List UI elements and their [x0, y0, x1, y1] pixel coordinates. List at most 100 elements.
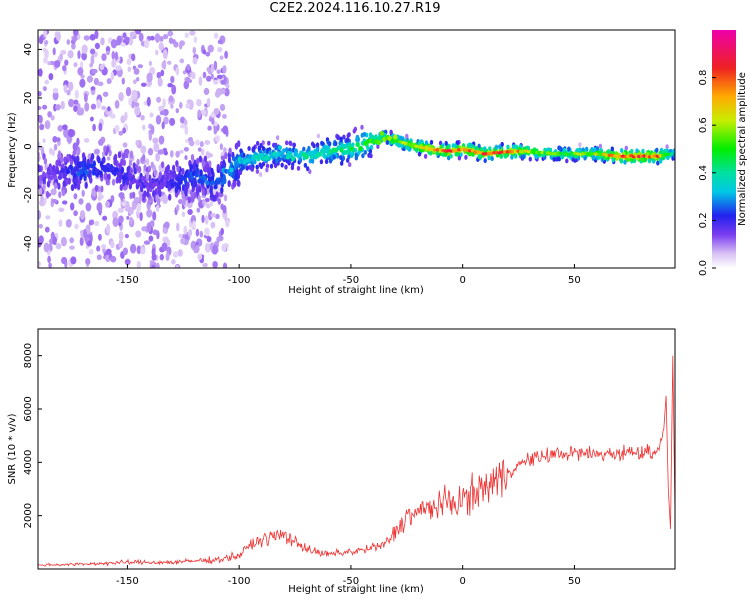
- noise-cell: [102, 91, 109, 97]
- noise-cell: [208, 210, 213, 221]
- ridge-cell: [176, 165, 180, 173]
- ridge-cell: [201, 159, 205, 167]
- ridge-cell: [227, 180, 231, 188]
- noise-cell: [195, 244, 200, 254]
- ridge-core-cell: [393, 134, 398, 140]
- ridge-cell: [610, 146, 614, 152]
- ridge-cell: [42, 183, 46, 191]
- noise-cell: [210, 221, 216, 229]
- noise-cell: [206, 236, 212, 243]
- noise-cell: [142, 124, 146, 131]
- ridge-cell: [360, 132, 364, 138]
- ridge-cell: [606, 149, 611, 154]
- ridge-cell: [128, 159, 133, 167]
- noise-cell: [133, 68, 140, 75]
- noise-cell: [106, 156, 111, 161]
- ridge-cell: [89, 176, 93, 184]
- ridge-core-cell: [84, 170, 89, 176]
- ridge-cell: [399, 135, 403, 141]
- ridge-cell: [265, 167, 269, 173]
- noise-cell: [136, 202, 141, 213]
- ridge-cell: [557, 156, 561, 162]
- ridge-cell: [63, 156, 67, 164]
- noise-cell: [211, 117, 215, 125]
- ridge-cell: [303, 162, 308, 168]
- ridge-cell: [369, 153, 373, 159]
- noise-cell: [205, 203, 211, 209]
- ridge-cell: [172, 171, 176, 179]
- noise-cell: [81, 52, 88, 61]
- ridge-cell: [619, 158, 623, 164]
- noise-cell: [156, 71, 162, 79]
- colorbar-label: Normalized spectral amplitude: [737, 72, 748, 226]
- ridge-cell: [258, 172, 263, 177]
- noise-cell: [224, 50, 228, 59]
- ridge-cell: [39, 187, 43, 195]
- ridge-cell: [292, 142, 296, 148]
- ridge-cell: [152, 190, 156, 197]
- noise-cell: [179, 124, 186, 129]
- noise-cell: [105, 46, 111, 53]
- noise-cell: [169, 150, 174, 158]
- noise-cell: [159, 35, 164, 42]
- noise-cell: [213, 121, 218, 127]
- ridge-cell: [236, 179, 240, 187]
- noise-cell: [190, 240, 197, 250]
- ridge-cell: [272, 159, 276, 165]
- ridge-cell: [168, 193, 172, 201]
- ridge-cell: [171, 164, 176, 172]
- ridge-cell: [514, 153, 518, 159]
- noise-cell: [204, 197, 210, 203]
- noise-cell: [81, 44, 88, 54]
- noise-cell: [183, 146, 189, 152]
- ridge-cell: [435, 151, 439, 156]
- ridge-cell: [143, 164, 147, 172]
- noise-cell: [93, 148, 100, 155]
- ridge-cell: [38, 165, 42, 173]
- ridge-cell: [328, 158, 333, 164]
- noise-cell: [156, 96, 162, 103]
- ridge-cell: [322, 153, 326, 158]
- noise-cell: [192, 46, 197, 55]
- noise-cell: [90, 103, 97, 110]
- noise-cell: [44, 226, 50, 233]
- noise-cell: [117, 207, 123, 213]
- ridge-core-cell: [669, 152, 674, 156]
- noise-cell: [217, 39, 223, 45]
- noise-cell: [55, 243, 62, 250]
- noise-cell: [184, 32, 189, 39]
- ridge-cell: [51, 149, 55, 156]
- ridge-cell: [274, 145, 278, 151]
- ridge-cell: [273, 163, 278, 169]
- noise-cell: [122, 142, 128, 148]
- noise-cell: [135, 139, 140, 147]
- ridge-cell: [368, 148, 373, 154]
- ridge-cell: [363, 149, 367, 155]
- noise-cell: [222, 113, 227, 119]
- ridge-cell: [53, 182, 58, 190]
- ridge-core-cell: [89, 163, 95, 169]
- noise-cell: [128, 97, 132, 106]
- noise-cell: [193, 36, 198, 43]
- noise-cell: [111, 50, 116, 60]
- noise-cell: [161, 61, 167, 69]
- noise-cell: [121, 201, 127, 207]
- ridge-cell: [46, 180, 51, 188]
- noise-cell: [199, 141, 204, 148]
- ridge-cell: [360, 124, 364, 130]
- ridge-core-cell: [205, 180, 210, 186]
- noise-cell: [84, 102, 90, 112]
- ridge-cell: [257, 145, 261, 151]
- noise-cell: [138, 32, 144, 42]
- ridge-core-cell: [68, 164, 73, 170]
- y-tick-label: -20: [23, 187, 34, 203]
- ridge-cell: [100, 185, 104, 193]
- noise-cell: [131, 53, 136, 62]
- ridge-cell: [119, 184, 124, 191]
- ridge-cell: [647, 158, 652, 164]
- noise-cell: [155, 152, 160, 162]
- noise-cell: [90, 86, 96, 91]
- ridge-cell: [187, 196, 191, 204]
- colorbar-tick-label: 0.0: [698, 260, 709, 276]
- ridge-cell: [451, 143, 455, 149]
